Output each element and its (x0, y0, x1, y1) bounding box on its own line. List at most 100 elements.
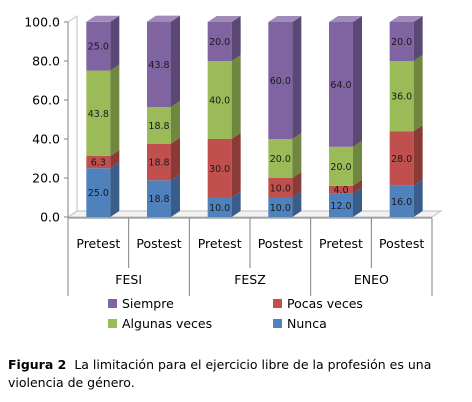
data-label: 20.0 (391, 37, 412, 48)
category-label: Postest (258, 236, 303, 251)
data-label: 12.0 (330, 201, 351, 212)
legend-label-algunas-veces: Algunas veces (122, 316, 213, 331)
bar-segment (86, 155, 111, 169)
bar-side (110, 64, 120, 156)
bar-side (353, 179, 362, 194)
bar-segment (207, 197, 232, 217)
bar-segment (147, 21, 171, 108)
bar-side (353, 140, 362, 186)
group-label: FESZ (234, 272, 266, 287)
bar-side (231, 133, 241, 198)
data-label: 43.8 (88, 109, 109, 120)
bar-side (292, 172, 302, 198)
category-label: Postest (379, 236, 424, 251)
data-label: 40.0 (209, 96, 230, 107)
data-label: 25.0 (88, 42, 109, 53)
data-label: 16.0 (391, 197, 412, 208)
bar-side (171, 174, 180, 217)
bar-segment (207, 139, 232, 198)
data-label: 20.0 (270, 154, 291, 165)
figure-caption: Figura 2 La limitación para el ejercicio … (8, 356, 470, 392)
data-label: 10.0 (209, 203, 230, 214)
legend-item-algunas-veces: Algunas veces (108, 316, 212, 331)
bar-side (413, 55, 423, 132)
bar-segment (86, 70, 111, 156)
bar-segment (268, 139, 293, 178)
bar-segment (329, 146, 353, 186)
bar-top (207, 16, 241, 22)
data-label: 25.0 (88, 188, 109, 199)
bar-top (329, 16, 362, 22)
legend-swatch-pocas-veces (273, 299, 282, 308)
bar-side (292, 16, 302, 139)
data-label: 20.0 (330, 162, 351, 173)
data-label: 6.3 (91, 158, 106, 169)
data-label: 10.0 (270, 203, 291, 214)
bar-segment (147, 143, 171, 181)
bar-side (231, 55, 241, 139)
bar-top (147, 15, 180, 22)
data-label: 4.0 (333, 185, 348, 196)
bar-side (231, 16, 241, 61)
bar-segment (207, 61, 232, 139)
data-label: 18.8 (148, 121, 169, 132)
bar-side (413, 179, 423, 217)
bar-side (353, 16, 362, 147)
legend-label-nunca: Nunca (287, 316, 327, 331)
bar-side (413, 16, 423, 61)
category-label: Pretest (319, 236, 363, 251)
bar-segment (268, 178, 293, 198)
bar-segment (329, 193, 353, 217)
floor (66, 210, 443, 218)
category-label: Postest (136, 236, 181, 251)
legend-item-siempre: Siempre (108, 296, 174, 311)
bar-segment (147, 107, 171, 144)
bar-segment (86, 168, 111, 217)
data-label: 18.8 (148, 194, 169, 205)
bar-segment (268, 22, 293, 139)
y-tick-label: 60.0 (32, 93, 60, 108)
bar-segment (389, 185, 414, 217)
bar-segment (329, 22, 353, 147)
data-label: 20.0 (209, 37, 230, 48)
legend-label-pocas-veces: Pocas veces (287, 296, 363, 311)
data-label: 60.0 (270, 76, 291, 87)
bar-side (171, 15, 180, 108)
bar-side (353, 187, 362, 217)
data-label: 36.0 (391, 92, 412, 103)
group-label: ENEO (354, 272, 389, 287)
bar-segment (389, 22, 414, 61)
bar-segment (389, 131, 414, 186)
bar-side (110, 15, 120, 71)
category-label: Pretest (76, 236, 120, 251)
y-tick-label: 0.0 (40, 210, 60, 225)
bar-segment (86, 21, 111, 71)
legend-swatch-siempre (108, 299, 117, 308)
group-label: FESI (115, 272, 142, 287)
data-label: 28.0 (391, 154, 412, 165)
bar-side (171, 137, 180, 181)
bar-side (231, 191, 241, 217)
figure-caption-text: La limitación para el ejercicio libre de… (8, 357, 432, 390)
figure-caption-label: Figura 2 (8, 357, 67, 372)
bar-side (292, 133, 302, 178)
data-label: 10.0 (270, 183, 291, 194)
y-tick-label: 40.0 (32, 132, 60, 147)
legend-label-siempre: Siempre (122, 296, 174, 311)
bar-side (292, 191, 302, 217)
stacked-bar-chart: 0.0 20.0 40.0 60.0 80.0 100.0 25.0 6.3 43.8 25.0 1… (24, 15, 443, 296)
y-tick-label: 100.0 (24, 15, 60, 30)
y-tick-label: 20.0 (32, 171, 60, 186)
chart-legend: Siempre Pocas veces Algunas veces Nunca (108, 296, 408, 336)
side-wall (67, 15, 78, 218)
bar-side (110, 149, 120, 169)
bar-segment (207, 22, 232, 61)
legend-item-nunca: Nunca (273, 316, 327, 331)
bar-segment (329, 185, 353, 194)
bar-side (110, 162, 120, 217)
bar-top (86, 15, 120, 22)
data-label: 30.0 (209, 164, 230, 175)
bar-top (389, 16, 423, 22)
bar-segment (389, 61, 414, 132)
bar-side (413, 125, 423, 186)
